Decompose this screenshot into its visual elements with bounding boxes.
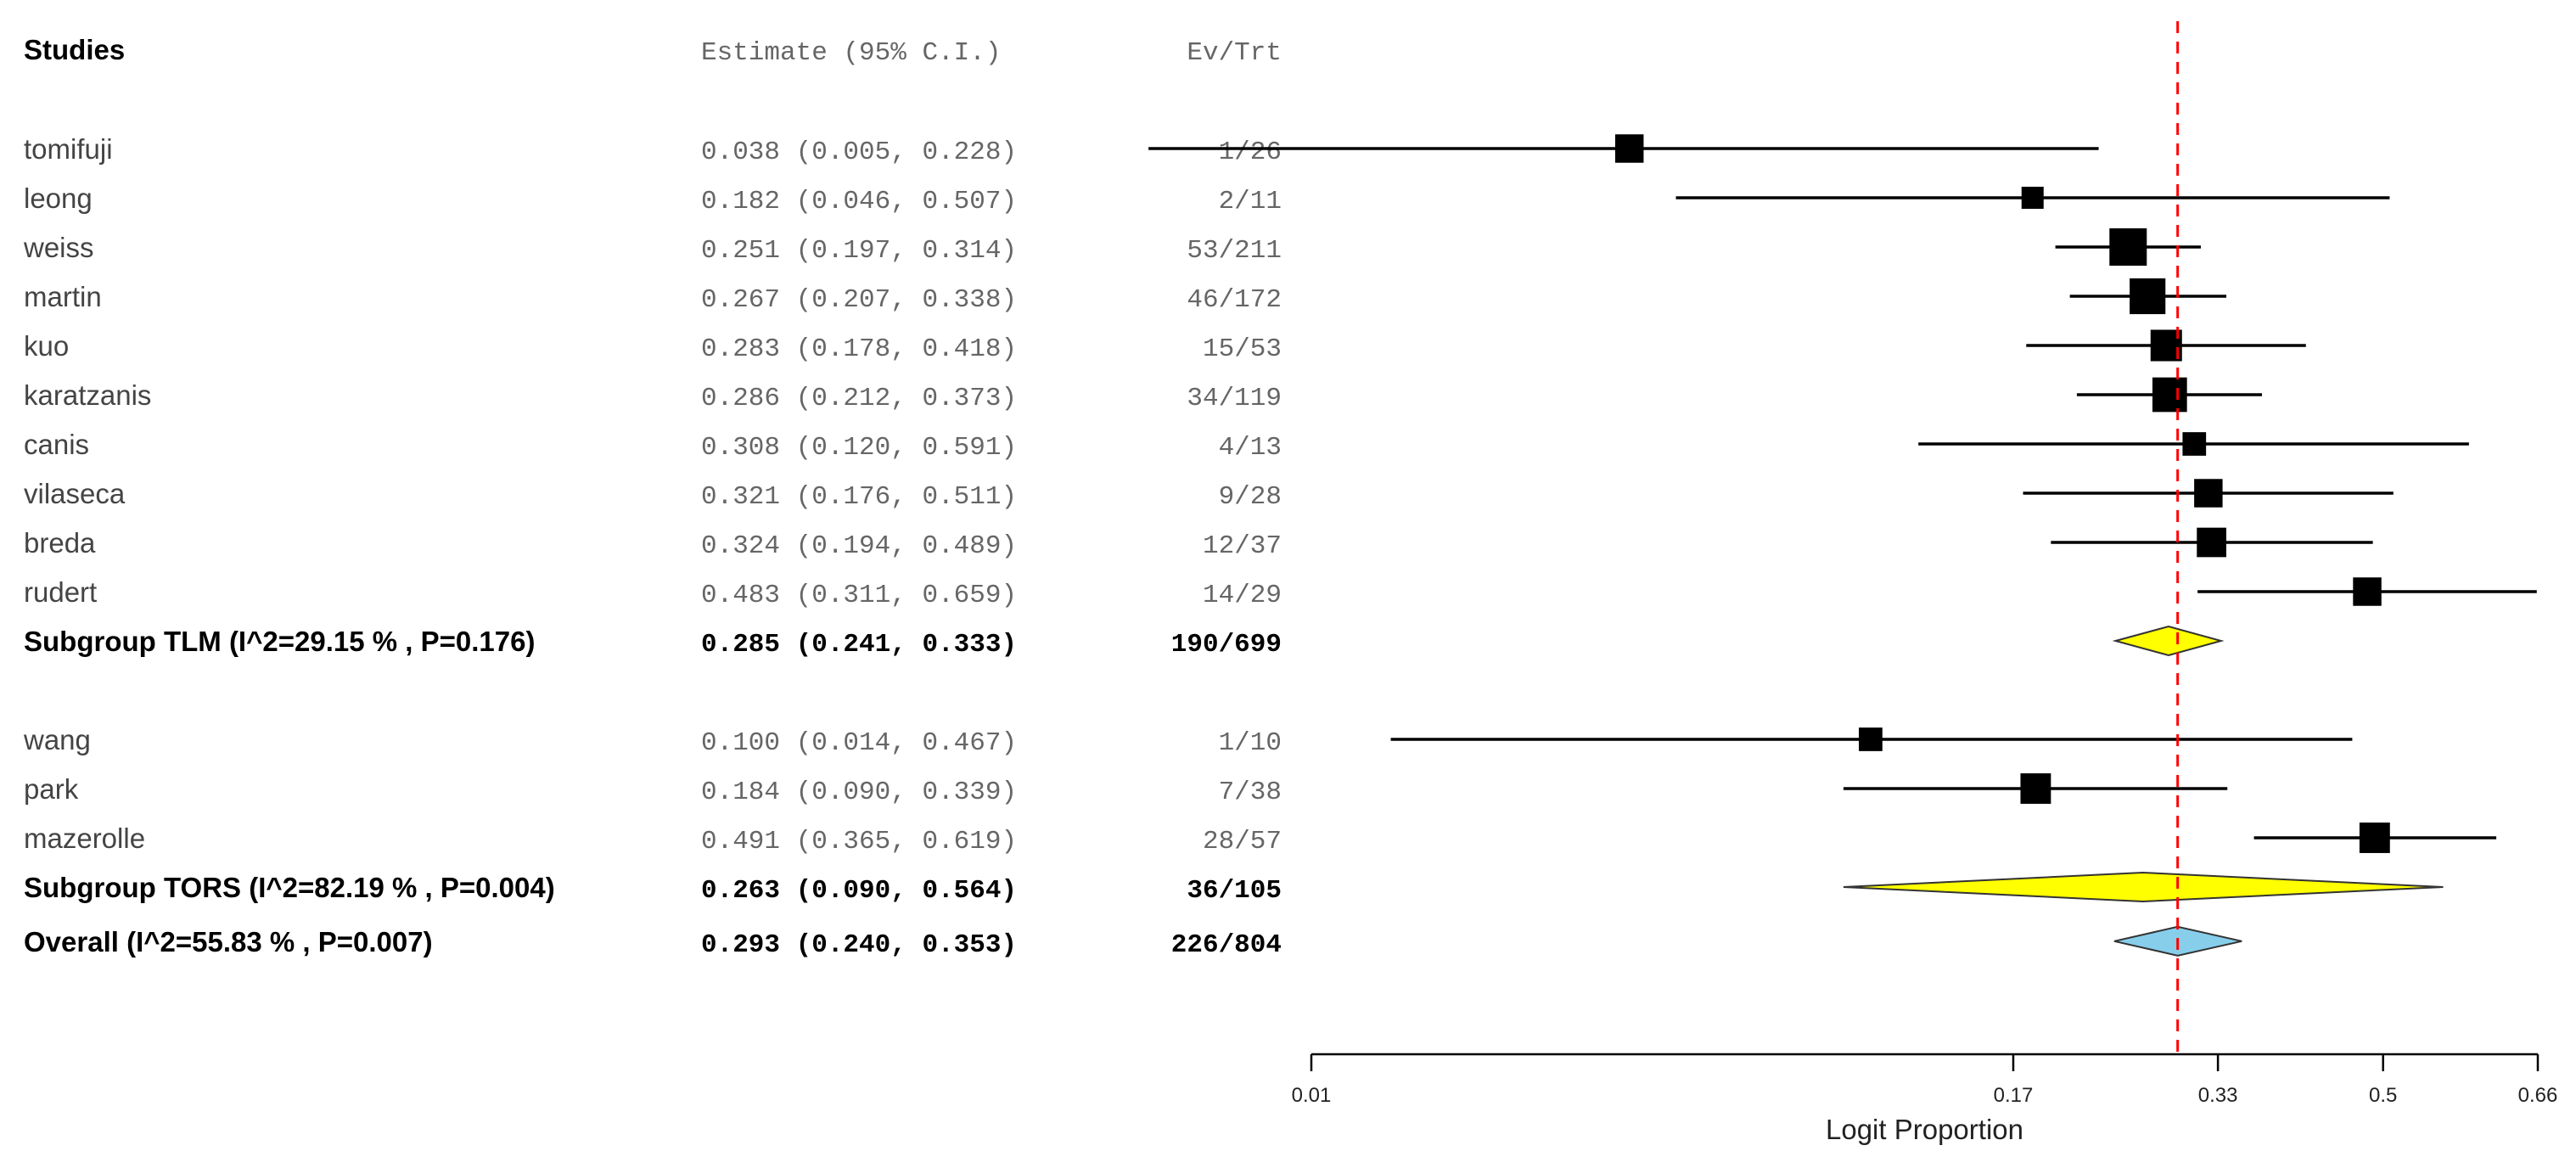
study-kuo-events: 15/53 xyxy=(1203,334,1282,364)
study-rudert-name: rudert xyxy=(24,576,97,608)
study-park-name: park xyxy=(24,773,79,805)
point-estimate-weiss xyxy=(2109,228,2147,266)
study-mazerolle-events: 28/57 xyxy=(1203,827,1282,856)
study-rudert-events: 14/29 xyxy=(1203,581,1282,610)
study-tomifuji-events: 1/26 xyxy=(1219,138,1282,167)
study-weiss-events: 53/211 xyxy=(1187,236,1282,266)
study-kuo-estimate: 0.283 (0.178, 0.418) xyxy=(701,334,1017,364)
subgroup-tlm-summary-diamond xyxy=(2112,625,2225,657)
point-estimate-tomifuji xyxy=(1615,134,1644,163)
estimate-header: Estimate (95% C.I.) xyxy=(701,38,1001,68)
x-tick-label: 0.01 xyxy=(1292,1084,1332,1107)
point-estimate-leong xyxy=(2021,187,2044,209)
studies-header: Studies xyxy=(24,34,125,65)
study-leong-estimate: 0.182 (0.046, 0.507) xyxy=(701,187,1017,216)
study-wang-estimate: 0.100 (0.014, 0.467) xyxy=(701,728,1017,758)
study-mazerolle-estimate: 0.491 (0.365, 0.619) xyxy=(701,827,1017,856)
study-breda-name: breda xyxy=(24,527,96,559)
x-tick-label: 0.5 xyxy=(2369,1084,2397,1107)
study-canis-events: 4/13 xyxy=(1219,433,1282,463)
point-estimate-martin xyxy=(2130,278,2166,315)
overall-summary-estimate: 0.293 (0.240, 0.353) xyxy=(701,930,1017,960)
study-tomifuji-name: tomifuji xyxy=(24,133,113,165)
point-estimate-breda xyxy=(2197,527,2226,558)
events-header: Ev/Trt xyxy=(1187,38,1282,68)
study-karatzanis-name: karatzanis xyxy=(24,379,151,411)
study-karatzanis-events: 34/119 xyxy=(1187,384,1282,413)
point-estimate-park xyxy=(2020,773,2051,804)
study-martin-estimate: 0.267 (0.207, 0.338) xyxy=(701,285,1017,315)
study-leong-events: 2/11 xyxy=(1219,187,1282,216)
study-leong-name: leong xyxy=(24,182,93,214)
study-weiss-estimate: 0.251 (0.197, 0.314) xyxy=(701,236,1017,266)
x-tick-label: 0.33 xyxy=(2198,1084,2238,1107)
study-breda-events: 12/37 xyxy=(1203,531,1282,561)
study-vilaseca-estimate: 0.321 (0.176, 0.511) xyxy=(701,482,1017,512)
study-canis-estimate: 0.308 (0.120, 0.591) xyxy=(701,433,1017,463)
point-estimate-rudert xyxy=(2353,577,2382,606)
x-axis-title: Logit Proportion xyxy=(1826,1114,2023,1145)
study-park-events: 7/38 xyxy=(1219,778,1282,807)
point-estimate-wang xyxy=(1859,727,1883,751)
overall-summary-events: 226/804 xyxy=(1171,930,1282,960)
study-wang-events: 1/10 xyxy=(1219,728,1282,758)
study-martin-events: 46/172 xyxy=(1187,285,1282,315)
subgroup-tlm-summary-estimate: 0.285 (0.241, 0.333) xyxy=(701,630,1017,660)
study-vilaseca-events: 9/28 xyxy=(1219,482,1282,512)
x-tick-label: 0.17 xyxy=(1994,1084,2034,1107)
study-weiss-name: weiss xyxy=(23,232,94,263)
study-karatzanis-estimate: 0.286 (0.212, 0.373) xyxy=(701,384,1017,413)
study-vilaseca-name: vilaseca xyxy=(24,478,126,509)
study-wang-name: wang xyxy=(23,724,91,755)
subgroup-tors-summary-estimate: 0.263 (0.090, 0.564) xyxy=(701,876,1017,906)
study-tomifuji-estimate: 0.038 (0.005, 0.228) xyxy=(701,138,1017,167)
subgroup-tors-summary-events: 36/105 xyxy=(1187,876,1282,906)
study-breda-estimate: 0.324 (0.194, 0.489) xyxy=(701,531,1017,561)
study-kuo-name: kuo xyxy=(24,330,69,362)
point-estimate-mazerolle xyxy=(2359,823,2390,853)
subgroup-tors-summary-diamond xyxy=(1843,871,2444,903)
point-estimate-vilaseca xyxy=(2194,479,2223,508)
study-canis-name: canis xyxy=(24,429,89,460)
point-estimate-canis xyxy=(2182,432,2207,456)
x-tick-label: 0.66 xyxy=(2518,1084,2558,1107)
overall-summary-name: Overall (I^2=55.83 % , P=0.007) xyxy=(24,926,433,957)
study-mazerolle-name: mazerolle xyxy=(24,823,145,854)
subgroup-tors-summary-name: Subgroup TORS (I^2=82.19 % , P=0.004) xyxy=(24,872,555,903)
subgroup-tlm-summary-events: 190/699 xyxy=(1171,630,1282,660)
study-park-estimate: 0.184 (0.090, 0.339) xyxy=(701,778,1017,807)
subgroup-tlm-summary-name: Subgroup TLM (I^2=29.15 % , P=0.176) xyxy=(24,626,535,657)
point-estimate-karatzanis xyxy=(2152,377,2187,413)
study-rudert-estimate: 0.483 (0.311, 0.659) xyxy=(701,581,1017,610)
study-martin-name: martin xyxy=(24,281,102,312)
